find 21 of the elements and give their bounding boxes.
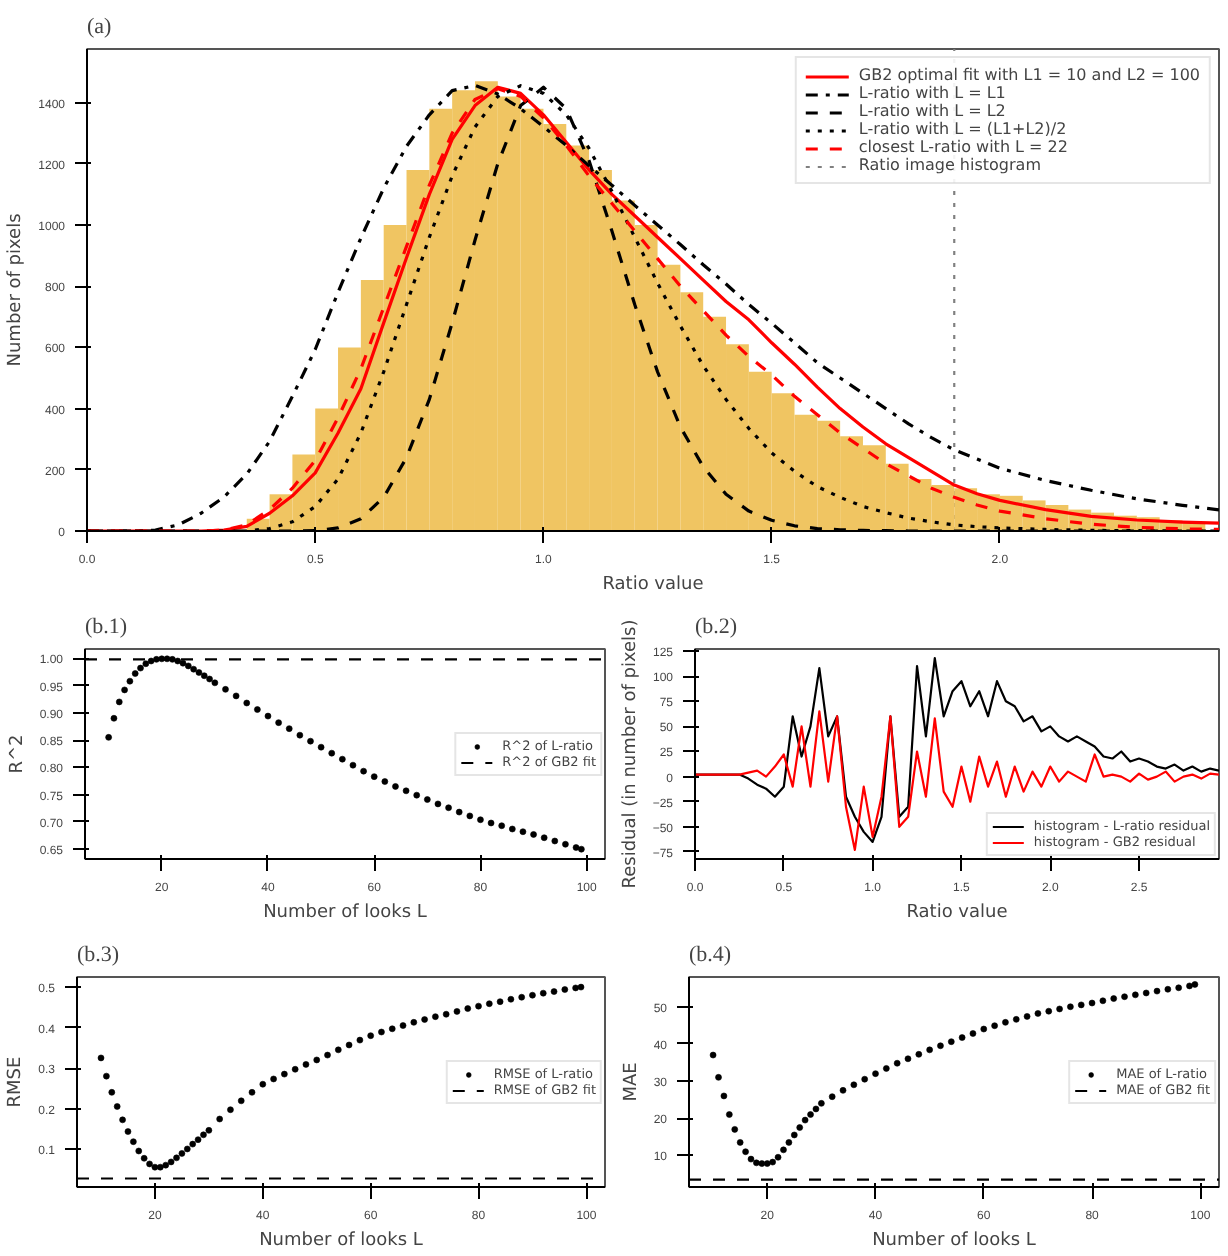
y-axis-title: RMSE	[6, 1055, 27, 1108]
y-axis-title: MAE	[621, 1061, 642, 1102]
x-axis-title: Number of looks L	[872, 1231, 1036, 1251]
legend-label: closest L-ratio with L = 22	[858, 138, 1068, 156]
text: (a)	[87, 15, 113, 39]
text: (b.3)	[77, 943, 120, 967]
legend-label: L-ratio with L = L1	[858, 84, 1006, 102]
y-axis-title: Number of pixels	[6, 212, 27, 367]
x-axis-title: Number of looks L	[263, 903, 427, 923]
y-axis-title: Residual (in number of pixels)	[620, 619, 641, 889]
ref-line-label: Ratio image histogram	[858, 156, 1041, 174]
y-axis-title: R^2	[7, 734, 28, 774]
legend-label: GB2 optimal fit with L1 = 10 and L2 = 100	[858, 66, 1200, 84]
text: (b.1)	[85, 615, 128, 639]
x-axis-title: Ratio value	[602, 575, 705, 595]
text: (b.4)	[689, 943, 732, 967]
legend-label: L-ratio with L = (L1+L2)/2	[858, 120, 1067, 138]
x-axis-title: Ratio value	[906, 903, 1009, 923]
x-axis-title: Number of looks L	[259, 1231, 423, 1251]
legend-label: L-ratio with L = L2	[858, 102, 1006, 120]
text: (b.2)	[695, 615, 738, 639]
